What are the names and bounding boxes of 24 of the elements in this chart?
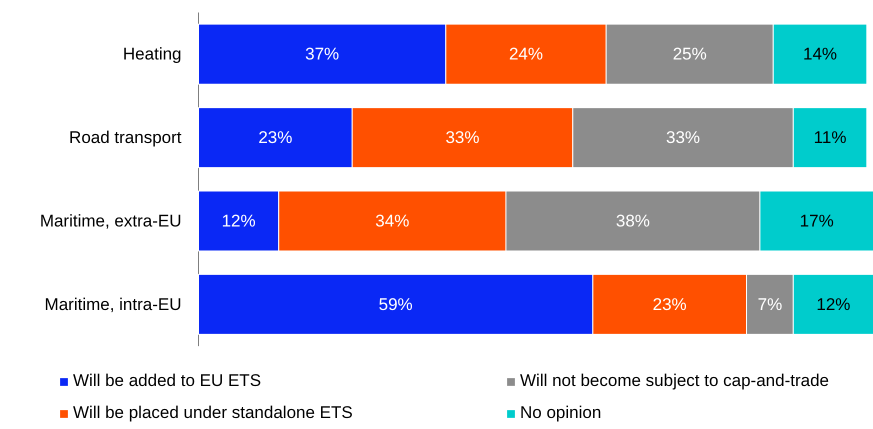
data-label: 11% [814,128,846,148]
data-label: 37% [305,44,340,64]
data-label: 38% [616,212,650,230]
data-label: 59% [378,294,413,314]
legend-label: No opinion [520,403,602,423]
data-label: 24% [508,44,543,64]
data-label: 12% [816,294,850,314]
data-label: 7% [758,294,782,314]
legend-label: Will be placed under standalone ETS [73,403,354,423]
data-label: 17% [800,212,834,230]
data-label: 33% [445,128,480,148]
data-label: 34% [375,212,410,230]
y-tick-label: Road transport [69,128,182,148]
y-tick-label: Maritime, intra-EU [44,294,182,314]
legend-label: Will not become subject to cap-and-trade [520,371,830,391]
data-label: 33% [666,128,700,148]
data-label: 23% [652,294,687,314]
data-label: 12% [222,212,256,230]
legend-label: Will be added to EU ETS [73,371,262,391]
y-tick-label: Heating [122,44,182,64]
data-label: 14% [803,44,838,64]
data-label: 25% [672,44,707,64]
y-tick-label: Maritime, extra-EU [40,212,182,230]
data-label: 23% [258,128,292,148]
